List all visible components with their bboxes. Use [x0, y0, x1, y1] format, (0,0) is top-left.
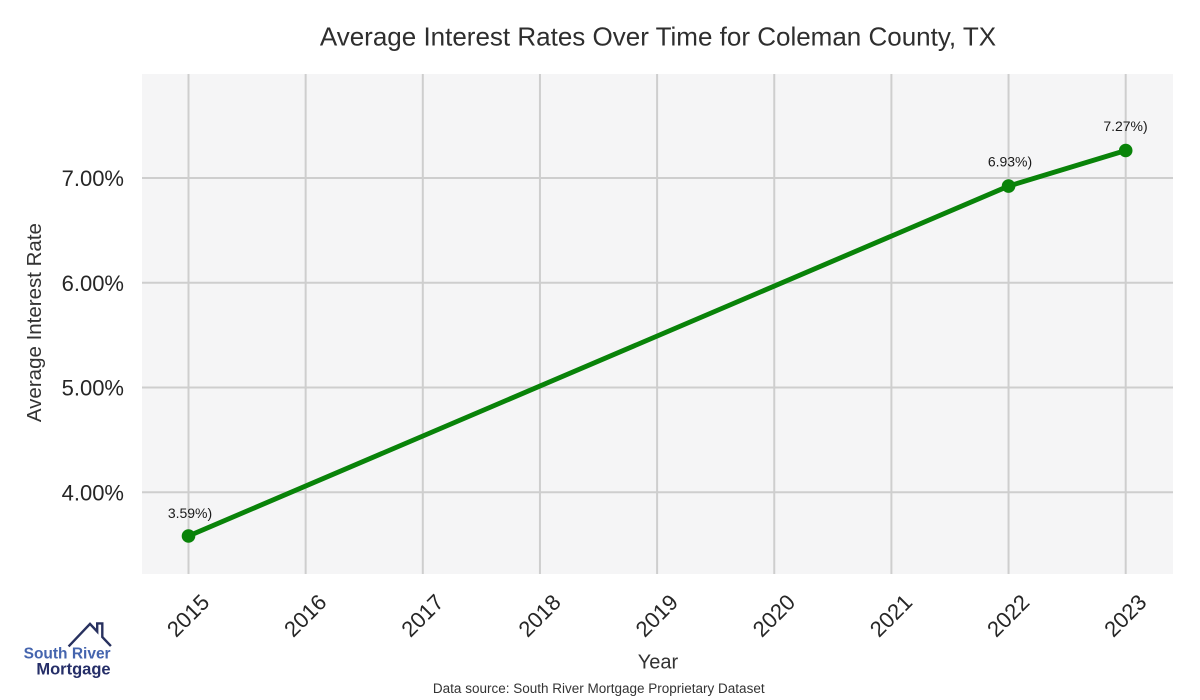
svg-text:Average Interest Rate: Average Interest Rate [23, 223, 46, 422]
svg-text:South River: South River [24, 645, 111, 662]
svg-text:4.00%: 4.00% [62, 480, 124, 505]
svg-text:Average Interest Rates Over Ti: Average Interest Rates Over Time for Col… [320, 21, 996, 51]
svg-text:3.59%): 3.59%) [168, 505, 212, 521]
svg-text:7.27%): 7.27%) [1103, 118, 1147, 134]
svg-text:Mortgage: Mortgage [36, 661, 110, 679]
svg-text:7.00%: 7.00% [62, 166, 124, 191]
svg-text:Data source: South River Mortg: Data source: South River Mortgage Propri… [433, 681, 765, 696]
svg-text:6.00%: 6.00% [62, 271, 124, 296]
svg-text:5.00%: 5.00% [62, 376, 124, 401]
svg-text:6.93%): 6.93%) [988, 154, 1032, 170]
svg-text:Year: Year [638, 652, 679, 674]
